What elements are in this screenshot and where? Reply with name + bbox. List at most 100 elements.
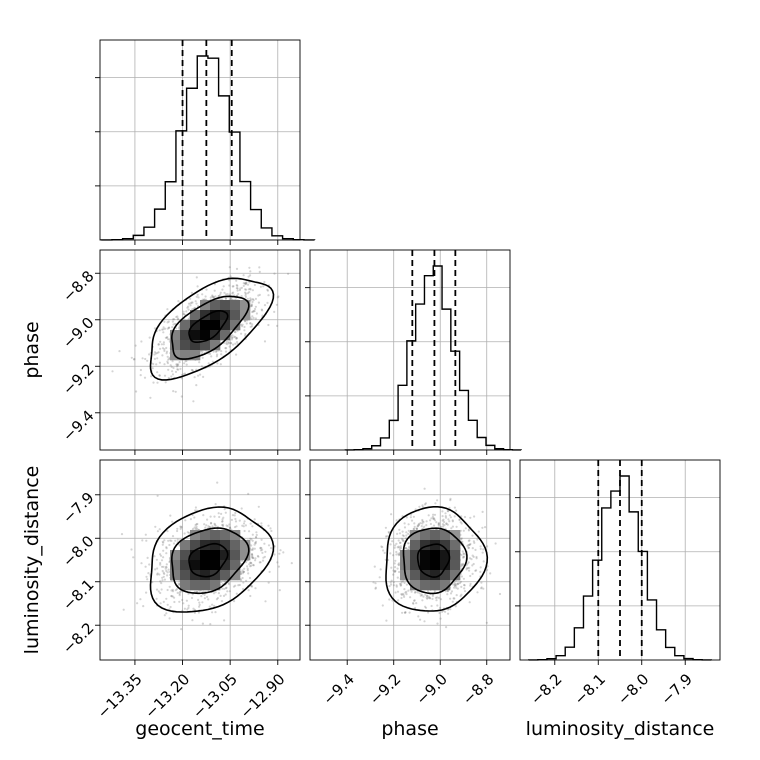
- scatter-point: [456, 587, 459, 590]
- density-cell: [190, 310, 201, 321]
- scatter-point: [166, 308, 169, 311]
- scatter-point: [471, 534, 474, 537]
- scatter-point: [479, 566, 482, 569]
- scatter-point: [195, 590, 199, 593]
- scatter-point: [453, 584, 456, 587]
- scatter-point: [417, 523, 420, 526]
- scatter-point: [401, 530, 404, 533]
- density-cell: [210, 300, 221, 311]
- scatter-point: [266, 288, 269, 291]
- scatter-point: [421, 518, 424, 522]
- scatter-point: [246, 297, 249, 300]
- scatter-point: [220, 298, 223, 301]
- scatter-point: [426, 589, 430, 593]
- scatter-point: [243, 567, 246, 570]
- scatter-point: [226, 525, 229, 528]
- y-tick-label: −8.0: [59, 532, 97, 570]
- scatter-point: [467, 544, 470, 547]
- scatter-point: [246, 283, 250, 286]
- scatter-point: [167, 326, 170, 329]
- scatter-point: [290, 562, 293, 565]
- scatter-point: [462, 562, 465, 566]
- x-tick-label: −7.9: [658, 670, 696, 708]
- scatter-point: [241, 587, 245, 591]
- scatter-point: [395, 553, 398, 556]
- scatter-point: [174, 539, 177, 542]
- scatter-point: [165, 352, 168, 355]
- density-cell: [210, 530, 221, 541]
- scatter-point: [249, 561, 252, 565]
- scatter-point: [194, 300, 197, 303]
- scatter-point: [389, 543, 392, 546]
- scatter-point: [460, 565, 463, 568]
- scatter-point: [158, 361, 161, 364]
- scatter-point: [217, 512, 220, 515]
- scatter-point: [167, 368, 170, 371]
- scatter-point: [247, 288, 250, 291]
- scatter-point: [162, 326, 165, 329]
- scatter-point: [160, 565, 164, 568]
- scatter-point: [187, 604, 190, 607]
- x-tick-label: −13.05: [189, 670, 241, 722]
- scatter-point: [155, 588, 159, 591]
- scatter-point: [254, 305, 257, 308]
- scatter-point: [200, 365, 203, 368]
- scatter-point: [259, 285, 262, 288]
- scatter-point: [163, 374, 167, 377]
- scatter-point: [430, 604, 433, 608]
- scatter-point: [400, 593, 403, 596]
- scatter-point: [176, 527, 179, 530]
- scatter-point: [140, 340, 143, 343]
- scatter-point: [462, 556, 465, 559]
- scatter-point: [210, 521, 213, 525]
- scatter-point: [178, 326, 181, 329]
- density-cell: [170, 330, 181, 341]
- density-cell: [200, 310, 211, 321]
- scatter-point: [250, 325, 253, 328]
- scatter-point: [235, 337, 238, 340]
- scatter-point: [471, 564, 474, 567]
- scatter-point: [405, 516, 408, 519]
- scatter-point: [400, 537, 403, 540]
- scatter-point: [398, 528, 401, 531]
- scatter-point: [197, 611, 200, 614]
- scatter-point: [381, 546, 384, 549]
- scatter-point: [185, 310, 188, 313]
- scatter-point: [167, 338, 170, 341]
- scatter-point: [244, 295, 247, 298]
- scatter-point: [231, 292, 234, 295]
- scatter-point: [235, 336, 238, 340]
- scatter-point: [201, 601, 204, 604]
- scatter-point: [159, 347, 162, 350]
- scatter-point: [191, 369, 194, 372]
- scatter-point: [472, 555, 475, 559]
- scatter-point: [156, 530, 159, 533]
- scatter-point: [235, 287, 238, 290]
- scatter-point: [241, 576, 244, 580]
- density-cell: [190, 530, 201, 541]
- scatter-point: [406, 548, 409, 551]
- scatter-point: [395, 584, 398, 587]
- density-cell: [200, 550, 211, 561]
- scatter-point: [249, 288, 252, 291]
- scatter-point: [215, 350, 218, 353]
- scatter-point: [251, 533, 254, 536]
- x-tick-label: −8.0: [614, 670, 652, 708]
- scatter-point: [250, 305, 253, 308]
- scatter-point: [223, 291, 226, 294]
- scatter-point: [458, 581, 462, 585]
- scatter-point: [451, 520, 454, 523]
- scatter-point: [479, 545, 482, 548]
- histogram-geocent_time: [100, 55, 316, 241]
- scatter-point: [419, 594, 422, 597]
- scatter-point: [378, 576, 381, 579]
- scatter-point: [444, 512, 447, 515]
- scatter-point: [389, 581, 392, 584]
- scatter-point: [195, 525, 198, 528]
- density-cell: [220, 570, 231, 581]
- scatter-point: [250, 548, 253, 551]
- scatter-point: [423, 525, 426, 528]
- scatter-point: [214, 591, 217, 594]
- scatter-point: [207, 525, 210, 528]
- contour-line: [149, 277, 275, 381]
